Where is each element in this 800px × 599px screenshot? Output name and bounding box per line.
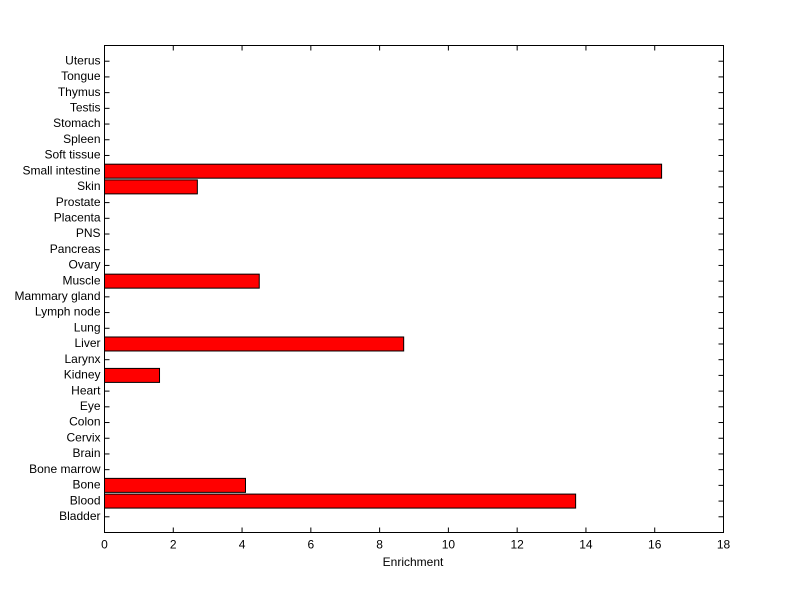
x-tick-label: 18 [717,538,731,552]
plot-area [104,45,724,533]
bar [104,493,577,509]
y-tick-label: Heart [71,383,101,397]
y-tick-label: Tongue [61,69,101,83]
y-tick-label: Uterus [65,53,100,67]
bar [104,336,405,352]
y-tick-label: Small intestine [22,163,100,177]
y-tick-label: Colon [69,415,100,429]
x-axis-label: Enrichment [383,555,444,569]
y-tick-label: Kidney [64,368,101,382]
y-tick-label: PNS [76,226,101,240]
y-tick-label: Cervix [66,430,100,444]
y-tick-label: Soft tissue [44,148,100,162]
bar [104,179,198,195]
bar [104,477,246,493]
x-tick-label: 2 [170,538,177,552]
y-tick-label: Liver [74,336,100,350]
x-tick-label: 12 [510,538,524,552]
y-tick-label: Bone [72,478,100,492]
y-tick-label: Larynx [64,352,100,366]
y-tick-label: Bone marrow [29,462,101,476]
y-tick-label: Lung [74,320,101,334]
bar [104,163,663,179]
y-tick-label: Testis [70,101,101,115]
y-tick-label: Eye [80,399,101,413]
y-tick-label: Spleen [63,132,100,146]
y-tick-label: Pancreas [50,242,101,256]
y-tick-label: Thymus [58,85,101,99]
y-tick-label: Muscle [62,273,100,287]
y-tick-label: Stomach [53,116,100,130]
bar [104,273,260,289]
y-tick-label: Lymph node [35,305,101,319]
y-tick-label: Ovary [68,258,100,272]
x-tick-label: 10 [442,538,456,552]
x-tick-label: 8 [376,538,383,552]
y-tick-label: Blood [70,493,101,507]
y-tick-label: Placenta [54,210,101,224]
x-tick-label: 16 [648,538,662,552]
y-tick-label: Bladder [59,509,100,523]
bar [104,367,161,383]
y-tick-label: Skin [77,179,100,193]
x-tick-label: 14 [579,538,593,552]
y-tick-label: Brain [72,446,100,460]
x-tick-label: 6 [307,538,314,552]
y-tick-label: Mammary gland [14,289,100,303]
x-tick-label: 4 [239,538,246,552]
x-tick-label: 0 [101,538,108,552]
y-tick-label: Prostate [56,195,101,209]
